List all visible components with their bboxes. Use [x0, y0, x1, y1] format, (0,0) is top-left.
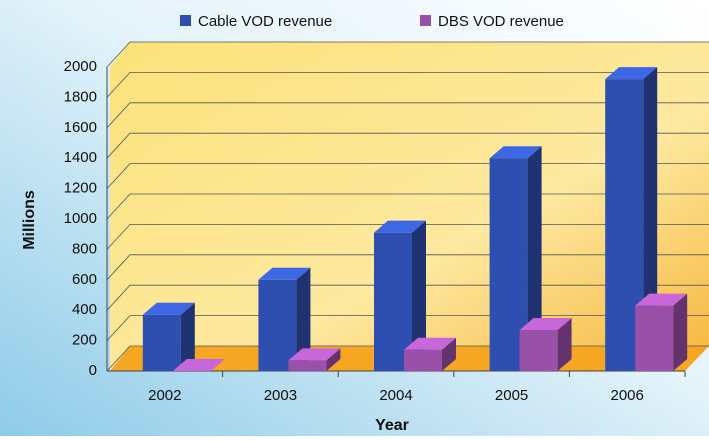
legend-swatch	[420, 15, 431, 26]
bar-side	[296, 267, 311, 371]
grid-line	[106, 72, 709, 98]
bar-top	[142, 302, 195, 315]
legend-swatch	[180, 15, 191, 26]
y-tick-label: 800	[72, 240, 97, 257]
bar-top	[172, 359, 225, 371]
x-tick-label: 2002	[148, 387, 181, 404]
y-tick-label: 1600	[64, 119, 97, 136]
bar-side	[326, 348, 341, 371]
grid-line	[106, 132, 709, 159]
y-axis-title: Millions	[21, 190, 38, 250]
y-tick-label: 2000	[64, 58, 97, 75]
bar	[374, 232, 412, 371]
legend-label: DBS VOD revenue	[438, 13, 564, 30]
x-tick-label: 2006	[611, 387, 644, 404]
y-tick-label: 200	[72, 332, 97, 349]
x-tick-label: 2004	[379, 387, 412, 404]
bar-top	[258, 267, 311, 280]
bar-top	[605, 67, 658, 80]
bar-side	[527, 146, 542, 371]
grid-line	[106, 41, 709, 68]
bar	[142, 314, 181, 371]
bar-side	[673, 293, 688, 371]
bar-top	[404, 337, 456, 350]
bar-side	[442, 337, 456, 371]
y-tick-label: 1400	[64, 149, 97, 166]
y-tick-label: 1200	[64, 180, 97, 197]
bar-top	[374, 220, 426, 233]
y-tick-label: 1000	[64, 210, 97, 227]
bar	[288, 360, 327, 371]
bar	[519, 329, 558, 371]
bar-side	[412, 220, 426, 371]
grid-line	[106, 102, 709, 129]
y-tick-label: 1800	[64, 88, 97, 105]
bar-top	[288, 348, 341, 361]
bar	[258, 279, 297, 371]
legend-label: Cable VOD revenue	[198, 13, 332, 30]
bar	[404, 349, 442, 371]
bar-top	[489, 146, 542, 159]
bar-top	[635, 293, 688, 306]
x-tick-label: 2005	[495, 387, 528, 404]
x-axis-title: Year	[375, 417, 409, 434]
bar-side	[557, 317, 572, 371]
y-tick-label: 400	[72, 301, 97, 318]
x-tick-label: 2003	[264, 387, 297, 404]
bar-top	[519, 317, 572, 330]
bar	[635, 305, 674, 371]
bar-side	[180, 302, 195, 371]
y-tick-label: 600	[72, 271, 97, 288]
y-tick-label: 0	[89, 362, 97, 379]
